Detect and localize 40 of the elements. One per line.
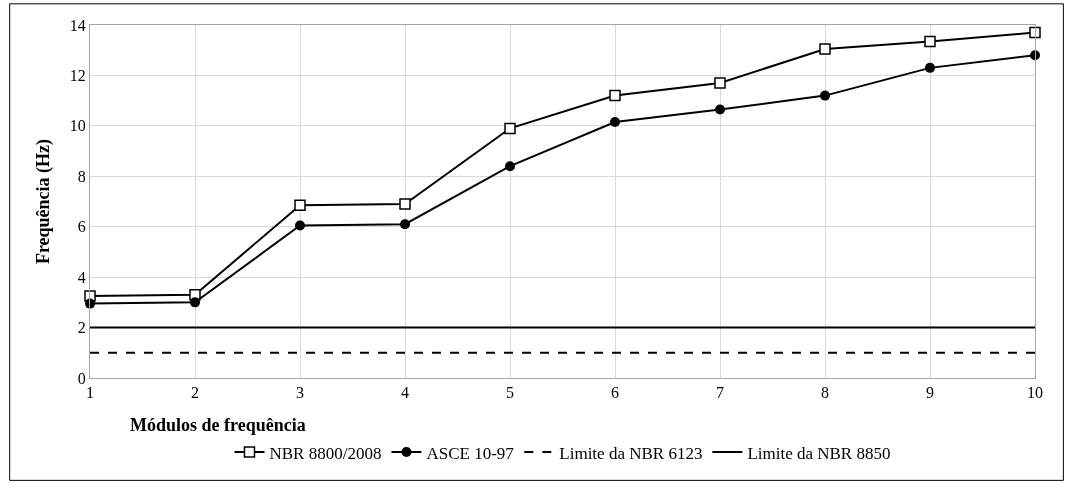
legend-label: ASCE 10-97 bbox=[426, 443, 515, 463]
x-tick-label: 8 bbox=[821, 384, 829, 402]
x-tick-label: 2 bbox=[191, 384, 199, 402]
y-tick-label: 2 bbox=[77, 319, 86, 337]
legend-label: Limite da NBR 8850 bbox=[747, 443, 891, 463]
y-tick-label: 12 bbox=[69, 67, 86, 85]
point bbox=[714, 77, 726, 89]
x-tick-label: 7 bbox=[716, 384, 724, 402]
point bbox=[715, 104, 725, 115]
x-tick-label: 9 bbox=[926, 384, 934, 402]
x-tick-label: 6 bbox=[611, 384, 619, 402]
x-tick-label: 10 bbox=[1027, 384, 1043, 402]
point bbox=[609, 89, 621, 102]
point bbox=[924, 35, 936, 48]
point bbox=[820, 90, 830, 101]
y-tick-label: 8 bbox=[77, 167, 86, 185]
x-tick-label: 3 bbox=[296, 384, 304, 402]
x-tick-label: 5 bbox=[506, 384, 514, 402]
legend-label: Limite da NBR 6123 bbox=[559, 443, 703, 463]
point bbox=[819, 43, 831, 55]
y-axis-title: Frequência (Hz) bbox=[33, 138, 54, 265]
point bbox=[295, 220, 305, 231]
point bbox=[399, 198, 411, 210]
point bbox=[190, 297, 200, 308]
point bbox=[1029, 26, 1041, 39]
point bbox=[504, 122, 516, 135]
legend-label: NBR 8800/2008 bbox=[269, 443, 382, 463]
y-tick-label: 0 bbox=[77, 369, 86, 387]
y-tick-label: 14 bbox=[69, 16, 86, 34]
y-tick-label: 10 bbox=[69, 117, 86, 135]
y-tick-label: 4 bbox=[77, 268, 86, 286]
x-axis-title: Módulos de frequência bbox=[130, 415, 306, 435]
x-tick-label: 1 bbox=[86, 384, 94, 402]
point bbox=[610, 117, 620, 128]
y-tick-label: 6 bbox=[77, 218, 86, 236]
point bbox=[294, 199, 306, 212]
point bbox=[505, 161, 515, 172]
point bbox=[400, 219, 410, 230]
point bbox=[925, 62, 935, 73]
x-tick-label: 4 bbox=[401, 384, 409, 402]
